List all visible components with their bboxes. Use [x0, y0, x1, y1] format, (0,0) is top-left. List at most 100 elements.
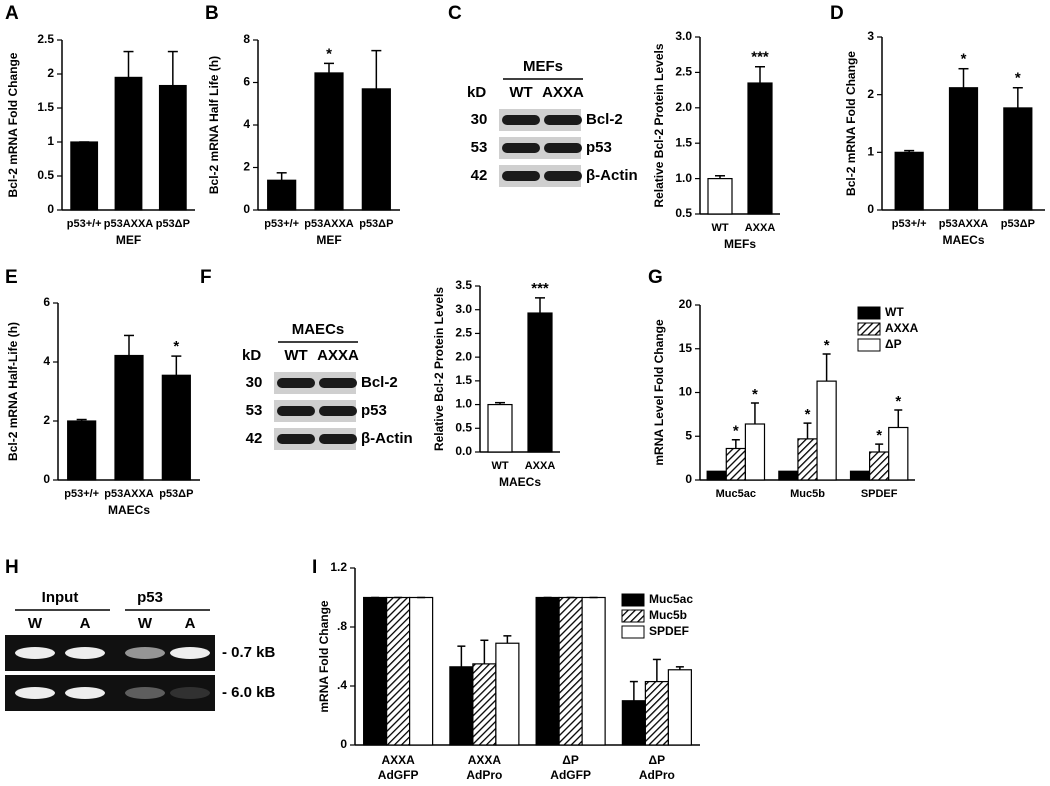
bar: [797, 438, 818, 481]
blot-size: 53: [246, 402, 263, 419]
significance: *: [752, 386, 758, 403]
blot-band: [502, 171, 540, 181]
blot-band: [277, 406, 315, 416]
bar: [706, 470, 727, 481]
x-tick-label: p53AXXA: [104, 488, 154, 500]
gel-band: [15, 647, 55, 659]
significance: ***: [531, 280, 549, 297]
significance: *: [895, 393, 901, 410]
gel-lane: A: [185, 615, 196, 632]
bar: [707, 178, 733, 215]
x-tick-label: SPDEF: [861, 488, 898, 500]
x-tick-label: WT: [491, 460, 508, 472]
bar: [535, 596, 560, 746]
bar: [487, 403, 513, 453]
blot-lane: AXXA: [542, 84, 584, 101]
significance: *: [876, 427, 882, 444]
blot-size: 30: [246, 374, 263, 391]
y-tick-label: 0: [243, 202, 250, 216]
bar: [386, 596, 411, 746]
blot-protein: p53: [586, 139, 612, 156]
bar: [267, 179, 297, 211]
legend-swatch: [857, 338, 881, 352]
x-tick-label: Muc5b: [790, 488, 825, 500]
y-axis-label: Bcl-2 mRNA Half-Life (h): [6, 322, 20, 461]
blot-band: [544, 171, 582, 181]
x-axis-label: MAECs: [942, 233, 984, 247]
y-axis-label: Bcl-2 mRNA Half Life (h): [207, 56, 221, 194]
y-axis-label: mRNA Fold Change: [317, 600, 331, 713]
y-tick-label: 6: [43, 295, 50, 309]
y-tick-label: 1.0: [675, 171, 692, 185]
bar: [67, 420, 97, 481]
bar: [495, 642, 520, 746]
legend-label: ΔP: [885, 337, 902, 351]
blot-unit: kD: [242, 347, 261, 364]
gel-lane: A: [80, 615, 91, 632]
y-tick-label: 5: [685, 428, 692, 442]
y-tick-label: 0.5: [455, 420, 472, 434]
x-tick-label: ΔP: [562, 753, 579, 767]
blot-band: [319, 378, 357, 388]
significance: *: [326, 45, 332, 62]
gel-band: [125, 687, 165, 699]
x-tick-label: p53AXXA: [304, 218, 354, 230]
significance: *: [824, 337, 830, 354]
bar: [849, 470, 871, 481]
panel-letter: A: [5, 3, 19, 24]
bar: [667, 669, 692, 746]
bar: [558, 596, 583, 746]
y-tick-label: 2: [47, 66, 54, 80]
blot-size: 42: [246, 430, 263, 447]
x-tick-label: p53AXXA: [104, 218, 154, 230]
y-axis-label: Bcl-2 mRNA Fold Change: [6, 52, 20, 197]
blot-band: [277, 434, 315, 444]
gel-lane: W: [138, 615, 153, 632]
legend-swatch: [621, 625, 645, 639]
blot-band: [544, 115, 582, 125]
legend-label: SPDEF: [649, 624, 689, 638]
legend-label: Muc5b: [649, 608, 687, 622]
gel-lane: W: [28, 615, 43, 632]
x-tick-label: AdPro: [639, 768, 675, 782]
y-tick-label: 1.0: [455, 397, 472, 411]
significance: ***: [751, 49, 769, 66]
blot-title: MEFs: [523, 58, 563, 75]
x-tick-label: AXXA: [745, 222, 776, 234]
x-axis-label: MEF: [316, 233, 341, 247]
blot-unit: kD: [467, 84, 486, 101]
y-tick-label: 2: [43, 413, 50, 427]
gel-group: p53: [137, 589, 163, 606]
y-tick-label: 1.5: [37, 100, 54, 114]
blot-title: MAECs: [292, 321, 345, 338]
legend-swatch: [857, 306, 881, 320]
significance: *: [961, 51, 967, 68]
x-axis-label: MAECs: [499, 475, 541, 489]
bar: [314, 72, 344, 211]
blot-size: 30: [471, 111, 488, 128]
y-tick-label: 0.0: [455, 444, 472, 458]
blot-band: [319, 434, 357, 444]
bar: [894, 151, 924, 211]
blot-lane: WT: [284, 347, 307, 364]
bar: [114, 76, 143, 211]
bar: [363, 596, 388, 746]
blot-protein: Bcl-2: [361, 374, 398, 391]
y-tick-label: 0: [685, 472, 692, 486]
x-tick-label: ΔP: [649, 753, 666, 767]
y-tick-label: 10: [679, 385, 693, 399]
bar: [1003, 107, 1033, 211]
x-tick-label: AXXA: [468, 753, 502, 767]
y-tick-label: 20: [679, 297, 693, 311]
gel-band: [15, 687, 55, 699]
y-tick-label: 0: [47, 202, 54, 216]
y-tick-label: 4: [243, 117, 250, 131]
x-axis-label: MEFs: [724, 237, 756, 251]
gel-band-label: - 0.7 kB: [222, 644, 276, 661]
y-tick-label: 1.2: [330, 560, 347, 574]
blot-protein: p53: [361, 402, 387, 419]
y-axis-label: Bcl-2 mRNA Fold Change: [844, 51, 858, 196]
bar: [449, 666, 474, 746]
y-tick-label: 3.5: [455, 278, 472, 292]
